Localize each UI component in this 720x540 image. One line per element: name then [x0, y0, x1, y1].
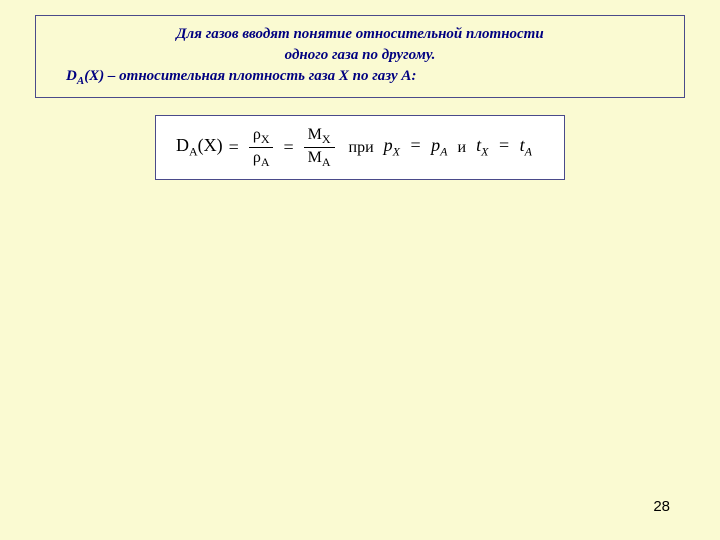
frac-rho: ρX ρA [249, 125, 274, 169]
frac2-num-sym: M [308, 126, 322, 143]
frac2-num: MX [304, 125, 335, 148]
line3-prefix: D [66, 68, 77, 84]
frac2-num-sub: X [322, 133, 331, 147]
and-word: и [458, 139, 467, 157]
frac1-num: ρX [249, 125, 274, 148]
text-line-2: одного газа по другому. [48, 45, 672, 66]
cond1-l-sub: X [393, 145, 400, 159]
frac-M: MX MA [304, 125, 335, 169]
frac1-den: ρA [249, 148, 274, 170]
text-line-3: DA(X) – относительная плотность газа X п… [48, 66, 672, 89]
lhs-D: D [176, 135, 189, 155]
frac2-den-sub: A [322, 155, 331, 169]
lhs-arg: (X) [198, 135, 223, 155]
lhs-sub: A [189, 145, 198, 159]
frac2-den-sym: M [308, 149, 322, 166]
frac1-den-sym: ρ [253, 149, 261, 166]
frac2-den: MA [304, 148, 335, 170]
page-number: 28 [653, 498, 670, 515]
cond2-eq: = [499, 135, 509, 155]
frac1-den-sub: A [261, 155, 270, 169]
frac1-num-sub: X [261, 133, 270, 147]
cond1: pX = pA [384, 135, 448, 160]
line1-part-b: относительной плотности [356, 26, 544, 42]
eq-1: = [229, 137, 239, 158]
cond1-r-sub: A [440, 145, 447, 159]
text-line-1: Для газов вводят понятие относительной п… [48, 24, 672, 45]
cond2-r-sub: A [525, 145, 532, 159]
cond1-eq: = [411, 135, 421, 155]
eq-2: = [283, 137, 293, 158]
definition-text-box: Для газов вводят понятие относительной п… [35, 15, 685, 98]
cond1-l: p [384, 135, 393, 155]
cond2: tX = tA [476, 135, 532, 160]
formula-box: DA(X) = ρX ρA = MX MA при pX = pA и tX =… [155, 115, 565, 180]
cond1-r: p [431, 135, 440, 155]
frac1-num-sym: ρ [253, 126, 261, 143]
cond2-l-sub: X [481, 145, 488, 159]
formula-lhs: DA(X) [176, 135, 223, 160]
cond-word: при [349, 139, 374, 157]
line1-part-a: Для газов вводят понятие [176, 26, 355, 42]
line3-mid: (X) – относительная плотность газа X по … [84, 68, 416, 84]
